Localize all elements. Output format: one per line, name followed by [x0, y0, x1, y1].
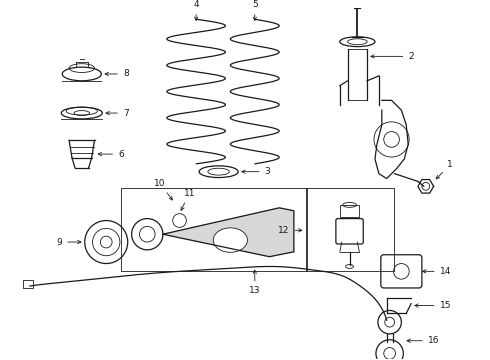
- Bar: [306, 188, 393, 271]
- Text: 10: 10: [154, 179, 172, 200]
- Text: 8: 8: [105, 69, 129, 78]
- Bar: [121, 188, 307, 271]
- Text: 5: 5: [252, 0, 258, 21]
- Bar: [340, 205, 359, 217]
- Text: 7: 7: [106, 109, 129, 118]
- Text: 13: 13: [249, 270, 261, 296]
- Text: 6: 6: [98, 150, 124, 159]
- Text: 4: 4: [194, 0, 199, 21]
- Text: 12: 12: [278, 226, 302, 235]
- Text: 16: 16: [407, 336, 440, 345]
- Bar: [23, 280, 33, 288]
- Text: 3: 3: [242, 167, 270, 176]
- Text: 9: 9: [56, 238, 81, 247]
- Ellipse shape: [213, 228, 247, 252]
- Text: 14: 14: [423, 267, 451, 276]
- Text: 2: 2: [371, 52, 414, 61]
- Text: 15: 15: [415, 301, 451, 310]
- Text: 11: 11: [181, 189, 195, 210]
- Polygon shape: [163, 208, 294, 257]
- Text: 1: 1: [436, 160, 453, 179]
